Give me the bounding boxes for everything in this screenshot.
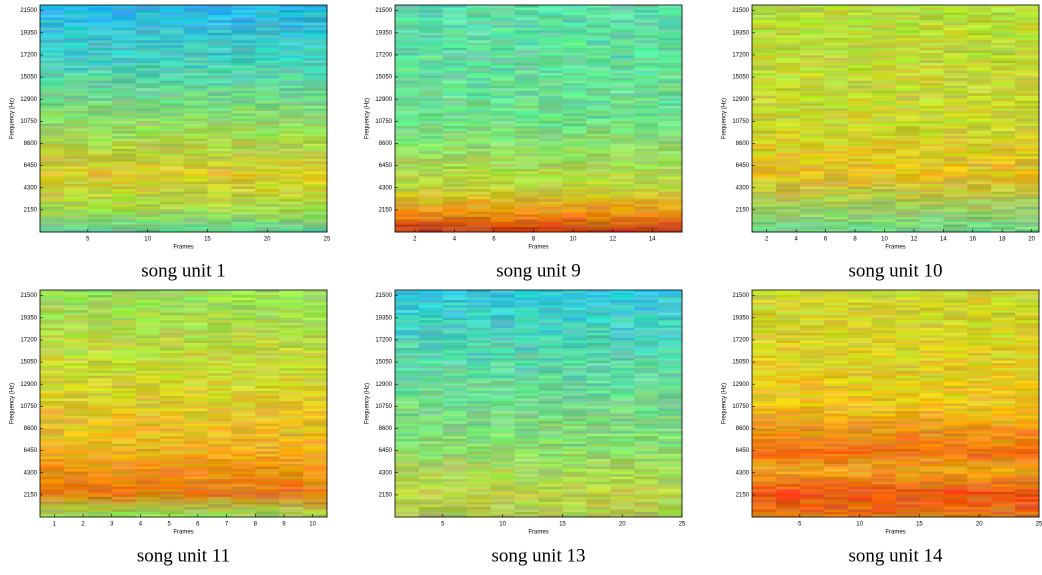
x-tick-label: 4 <box>794 237 798 243</box>
x-tick-label: 7 <box>225 522 229 528</box>
y-tick-label: 2150 <box>379 207 393 213</box>
x-tick-label: 2 <box>765 237 769 243</box>
caption: song unit 1 <box>141 260 225 281</box>
x-tick-label: 10 <box>570 237 577 243</box>
y-tick-label: 17200 <box>732 53 749 59</box>
y-tick-label: 6450 <box>24 448 38 454</box>
x-tick-label: 8 <box>853 237 857 243</box>
y-tick-label: 10750 <box>732 119 749 125</box>
x-tick-label: 20 <box>264 237 271 243</box>
y-tick-label: 10750 <box>20 119 37 125</box>
x-tick-label: 2 <box>413 237 417 243</box>
panel: 2150 4300 6450 8600 10750 12900 15050 17200 1935… <box>365 5 683 281</box>
panel: 2150 4300 6450 8600 10750 12900 15050 17200 1935… <box>10 5 331 281</box>
y-tick-label: 21500 <box>20 293 37 299</box>
y-tick-label: 12900 <box>732 97 749 103</box>
x-tick-label: 20 <box>1028 237 1035 243</box>
x-tick-label: 12 <box>911 237 918 243</box>
y-tick-label: 4300 <box>24 185 38 191</box>
x-tick-label: 15 <box>204 237 211 243</box>
x-tick-label: 6 <box>824 237 828 243</box>
y-tick-label: 12900 <box>375 97 392 103</box>
panel: 2150430064508600107501290015050172001935… <box>365 290 686 566</box>
y-tick-label: 8600 <box>379 141 393 147</box>
y-tick-label: 2150 <box>24 492 38 498</box>
caption: song unit 9 <box>496 260 580 281</box>
y-tick-label: 17200 <box>20 338 37 344</box>
x-tick-label: 6 <box>196 522 200 528</box>
y-tick-label: 21500 <box>20 8 37 14</box>
y-tick-label: 19350 <box>20 315 37 321</box>
y-tick-label: 8600 <box>24 141 38 147</box>
x-tick-label: 6 <box>492 237 496 243</box>
x-axis-label: Frames <box>173 530 193 536</box>
y-axis-label: Frequency (Hz) <box>365 98 371 139</box>
x-tick-label: 9 <box>282 522 286 528</box>
y-tick-label: 4300 <box>379 185 393 191</box>
x-tick-label: 5 <box>86 237 90 243</box>
caption: song unit 11 <box>137 545 230 566</box>
panel: 2150 4300 6450 8600 10750 12900 15050 17200 1935… <box>722 5 1040 281</box>
y-tick-label: 15050 <box>732 75 749 81</box>
x-tick-label: 4 <box>453 237 457 243</box>
y-tick-label: 17200 <box>20 53 37 59</box>
y-tick-label: 6450 <box>736 163 750 169</box>
y-tick-label: 6450 <box>24 163 38 169</box>
y-tick-label: 4300 <box>24 470 38 476</box>
x-tick-label: 25 <box>324 237 331 243</box>
x-tick-label: 8 <box>254 522 258 528</box>
y-axis-label: Frequency (Hz) <box>10 383 16 424</box>
y-tick-label: 4300 <box>736 185 750 191</box>
y-tick-label: 2150 <box>736 207 750 213</box>
y-tick-label: 8600 <box>736 141 750 147</box>
x-tick-label: 14 <box>940 237 947 243</box>
y-tick-label: 15050 <box>20 360 37 366</box>
caption: song unit 10 <box>849 260 943 281</box>
x-axis-label: Frames <box>528 245 548 251</box>
y-tick-label: 8600 <box>24 426 38 432</box>
x-tick-label: 8 <box>532 237 536 243</box>
y-tick-label: 10750 <box>375 119 392 125</box>
x-tick-label: 10 <box>309 522 316 528</box>
x-tick-label: 18 <box>999 237 1006 243</box>
x-tick-label: 3 <box>110 522 114 528</box>
y-tick-label: 19350 <box>20 30 37 36</box>
x-axis-label: Frames <box>173 245 193 251</box>
x-axis-label: Frames <box>885 245 905 251</box>
y-tick-label: 2150 <box>24 207 38 213</box>
x-tick-label: 16 <box>969 237 976 243</box>
x-tick-label: 10 <box>144 237 151 243</box>
y-tick-label: 12900 <box>20 97 37 103</box>
y-tick-label: 15050 <box>20 75 37 81</box>
y-tick-label: 12900 <box>20 382 37 388</box>
y-axis-label: Frequency (Hz) <box>10 98 16 139</box>
x-tick-label: 12 <box>609 237 616 243</box>
panel: 2150430064508600107501290015050172001935… <box>10 290 328 566</box>
x-tick-label: 10 <box>881 237 888 243</box>
y-tick-label: 19350 <box>732 30 749 36</box>
y-tick-label: 17200 <box>375 53 392 59</box>
y-tick-label: 21500 <box>375 8 392 14</box>
y-tick-label: 15050 <box>375 75 392 81</box>
x-tick-label: 2 <box>81 522 85 528</box>
x-tick-label: 5 <box>167 522 171 528</box>
x-tick-label: 14 <box>649 237 656 243</box>
x-tick-label: 1 <box>53 522 57 528</box>
y-tick-label: 19350 <box>375 30 392 36</box>
y-tick-label: 6450 <box>379 163 393 169</box>
x-tick-label: 4 <box>139 522 143 528</box>
y-axis-label: Frequency (Hz) <box>722 98 728 139</box>
y-tick-label: 21500 <box>732 8 749 14</box>
y-tick-label: 10750 <box>20 404 37 410</box>
